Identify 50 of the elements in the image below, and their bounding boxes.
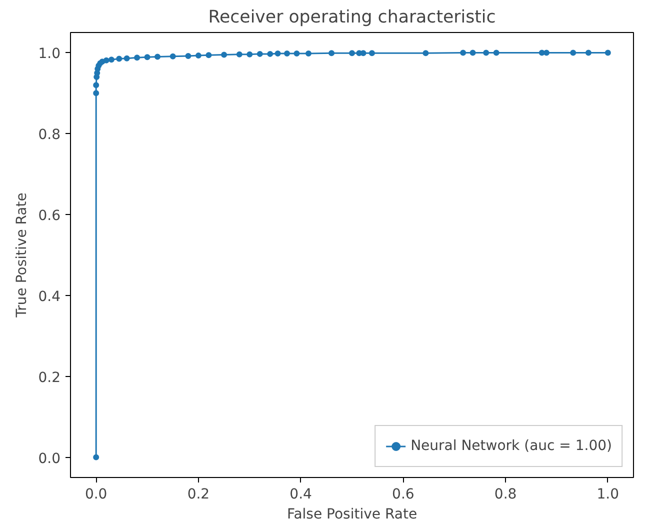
point: [284, 50, 290, 57]
point: [483, 50, 490, 56]
point: [185, 52, 192, 59]
point: [604, 50, 611, 56]
point: [368, 50, 375, 56]
chart-title: Receiver operating characteristic: [208, 8, 496, 28]
point: [349, 50, 355, 56]
point: [116, 56, 122, 62]
point: [221, 52, 228, 58]
point: [493, 50, 500, 56]
point: [134, 54, 140, 61]
point: [256, 50, 263, 57]
point: [305, 50, 312, 57]
point: [236, 51, 242, 58]
x-tick-label: 0.0: [84, 486, 108, 502]
x-tick-label: 0.2: [187, 486, 210, 502]
x-axis-title: False Positive Rate: [286, 506, 418, 522]
y-tick-label: 1.0: [38, 46, 60, 62]
point: [170, 53, 176, 60]
legend-label: Neural Network (auc = 1.00): [410, 438, 612, 454]
point: [274, 50, 281, 57]
point: [570, 50, 576, 56]
point: [206, 52, 212, 58]
point: [460, 50, 466, 56]
point: [267, 50, 274, 57]
point: [144, 54, 150, 60]
point: [93, 90, 100, 96]
point: [294, 50, 300, 57]
x-tick-label: 1.0: [596, 486, 620, 502]
x-tick-label: 0.6: [392, 486, 414, 502]
point: [93, 454, 100, 460]
point: [328, 50, 335, 56]
y-tick-label: 0.4: [38, 288, 61, 305]
point: [246, 51, 253, 58]
y-tick-label: 0.2: [38, 370, 60, 386]
point: [154, 54, 161, 60]
y-tick-label: 0.6: [38, 208, 61, 224]
point: [422, 50, 429, 56]
point: [93, 82, 100, 88]
x-tick-label: 0.8: [494, 486, 517, 502]
point: [108, 56, 114, 63]
y-axis-title: True Positive Rate: [14, 192, 30, 318]
point: [103, 57, 110, 64]
point: [195, 52, 202, 59]
point: [470, 50, 476, 56]
y-tick-label: 0.8: [38, 127, 60, 144]
point: [585, 50, 592, 56]
x-tick-label: 0.4: [290, 486, 312, 502]
point: [124, 55, 130, 62]
y-tick-label: 0.0: [38, 450, 60, 467]
